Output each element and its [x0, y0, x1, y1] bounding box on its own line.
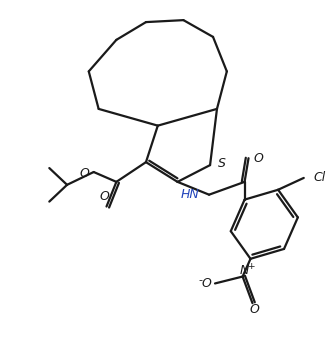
Text: O: O — [80, 167, 90, 180]
Text: Cl: Cl — [314, 171, 326, 185]
Text: O: O — [201, 277, 211, 290]
Text: HN: HN — [181, 188, 199, 201]
Text: N: N — [240, 264, 249, 277]
Text: -: - — [198, 276, 202, 286]
Text: O: O — [100, 190, 110, 203]
Text: O: O — [253, 152, 263, 165]
Text: O: O — [250, 303, 259, 316]
Text: S: S — [218, 157, 226, 170]
Text: +: + — [247, 262, 254, 271]
